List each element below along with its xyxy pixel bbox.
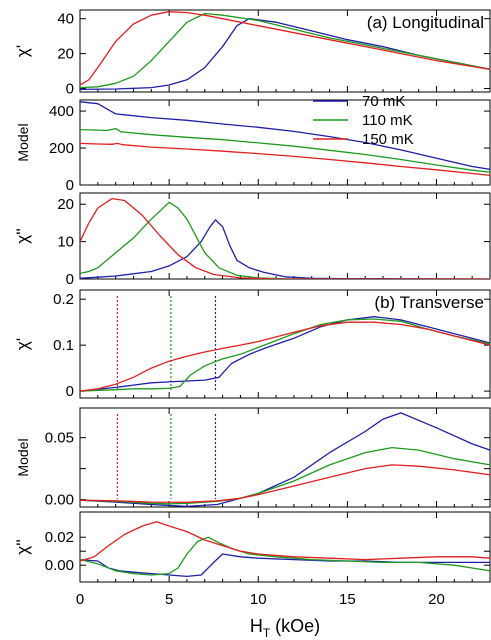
y-tick-label: 0 bbox=[66, 383, 74, 400]
series-line bbox=[80, 12, 490, 89]
series-group bbox=[80, 521, 490, 578]
panel-a2: 0 200 400 Model bbox=[15, 99, 491, 194]
series-line bbox=[80, 321, 490, 392]
y-axis-label: χ' bbox=[13, 338, 32, 350]
y-tick-label: 0 bbox=[66, 81, 74, 98]
x-axis-label-main: H bbox=[250, 616, 263, 636]
x-tick-label: 15 bbox=[339, 591, 356, 608]
panel-frame bbox=[79, 511, 491, 583]
y-tick-label: 0.05 bbox=[45, 430, 74, 447]
y-tick-label: 0.00 bbox=[45, 492, 74, 509]
x-tick-label: 20 bbox=[428, 591, 445, 608]
panel-title: (b) Transverse bbox=[374, 293, 484, 312]
panel-frame bbox=[79, 192, 491, 280]
panel-frame bbox=[79, 9, 491, 93]
series-line bbox=[80, 464, 490, 503]
series-line bbox=[80, 201, 490, 279]
y-axis-label: χ'' bbox=[13, 539, 32, 554]
series-group bbox=[80, 412, 490, 507]
x-tick-label: 0 bbox=[76, 591, 84, 608]
x-axis-label-unit: (kOe) bbox=[270, 616, 320, 636]
panel-frame bbox=[79, 289, 491, 399]
series-line bbox=[80, 446, 490, 505]
x-axis-label-subscript: T bbox=[263, 626, 271, 640]
panel-frame bbox=[79, 99, 491, 186]
series-line bbox=[80, 11, 490, 86]
y-tick-label: 10 bbox=[57, 234, 74, 251]
y-axis-label: Model bbox=[15, 438, 31, 476]
series-group bbox=[80, 11, 490, 91]
legend-label: 150 mK bbox=[362, 131, 414, 148]
x-tick-label: 5 bbox=[165, 591, 173, 608]
x-axis-label: HT (kOe) bbox=[250, 616, 320, 640]
y-tick-label: 40 bbox=[57, 11, 74, 28]
legend: 70 mK 110 mK 150 mK bbox=[313, 93, 414, 148]
y-tick-label: 200 bbox=[49, 140, 74, 157]
panel-title: (a) Longitudinal bbox=[367, 13, 484, 32]
series-line bbox=[80, 127, 490, 173]
series-line bbox=[80, 101, 490, 170]
series-line bbox=[80, 536, 490, 576]
y-tick-label: 0.2 bbox=[53, 291, 74, 308]
y-tick-label: 0.02 bbox=[45, 529, 74, 546]
panel-a3: 0 10 20 χ'' bbox=[13, 192, 491, 288]
panel-b2: 0.00 0.05 Model bbox=[15, 407, 491, 509]
panel-b1: 0 0.1 0.2 χ' (b) Transverse bbox=[13, 289, 491, 400]
series-group bbox=[80, 101, 490, 177]
legend-label: 110 mK bbox=[362, 112, 413, 129]
series-line bbox=[80, 412, 490, 507]
series-group bbox=[80, 316, 490, 392]
legend-label: 70 mK bbox=[362, 93, 405, 110]
series-group bbox=[80, 197, 490, 279]
series-line bbox=[80, 521, 490, 562]
series-line bbox=[80, 318, 490, 392]
x-tick-label: 10 bbox=[250, 591, 267, 608]
series-line bbox=[80, 142, 490, 177]
y-tick-label: 0 bbox=[66, 177, 74, 194]
y-tick-label: 0.1 bbox=[53, 337, 74, 354]
panel-frame bbox=[79, 407, 491, 508]
panel-a1: 0 20 40 χ' (a) Longitudinal bbox=[13, 9, 491, 98]
series-line bbox=[80, 219, 490, 279]
series-line bbox=[80, 197, 490, 279]
series-line bbox=[80, 316, 490, 392]
y-tick-label: 20 bbox=[57, 46, 74, 63]
y-tick-label: 20 bbox=[57, 196, 74, 213]
y-axis-label: χ' bbox=[13, 45, 32, 57]
panel-b3: 0.00 0.02 0 5 10 15 20 χ'' bbox=[13, 511, 491, 608]
y-axis-label: χ'' bbox=[13, 228, 32, 243]
y-axis-label: Model bbox=[15, 123, 31, 161]
y-tick-label: 0.00 bbox=[45, 557, 74, 574]
y-tick-label: 400 bbox=[49, 103, 74, 120]
y-tick-label: 0 bbox=[66, 271, 74, 288]
